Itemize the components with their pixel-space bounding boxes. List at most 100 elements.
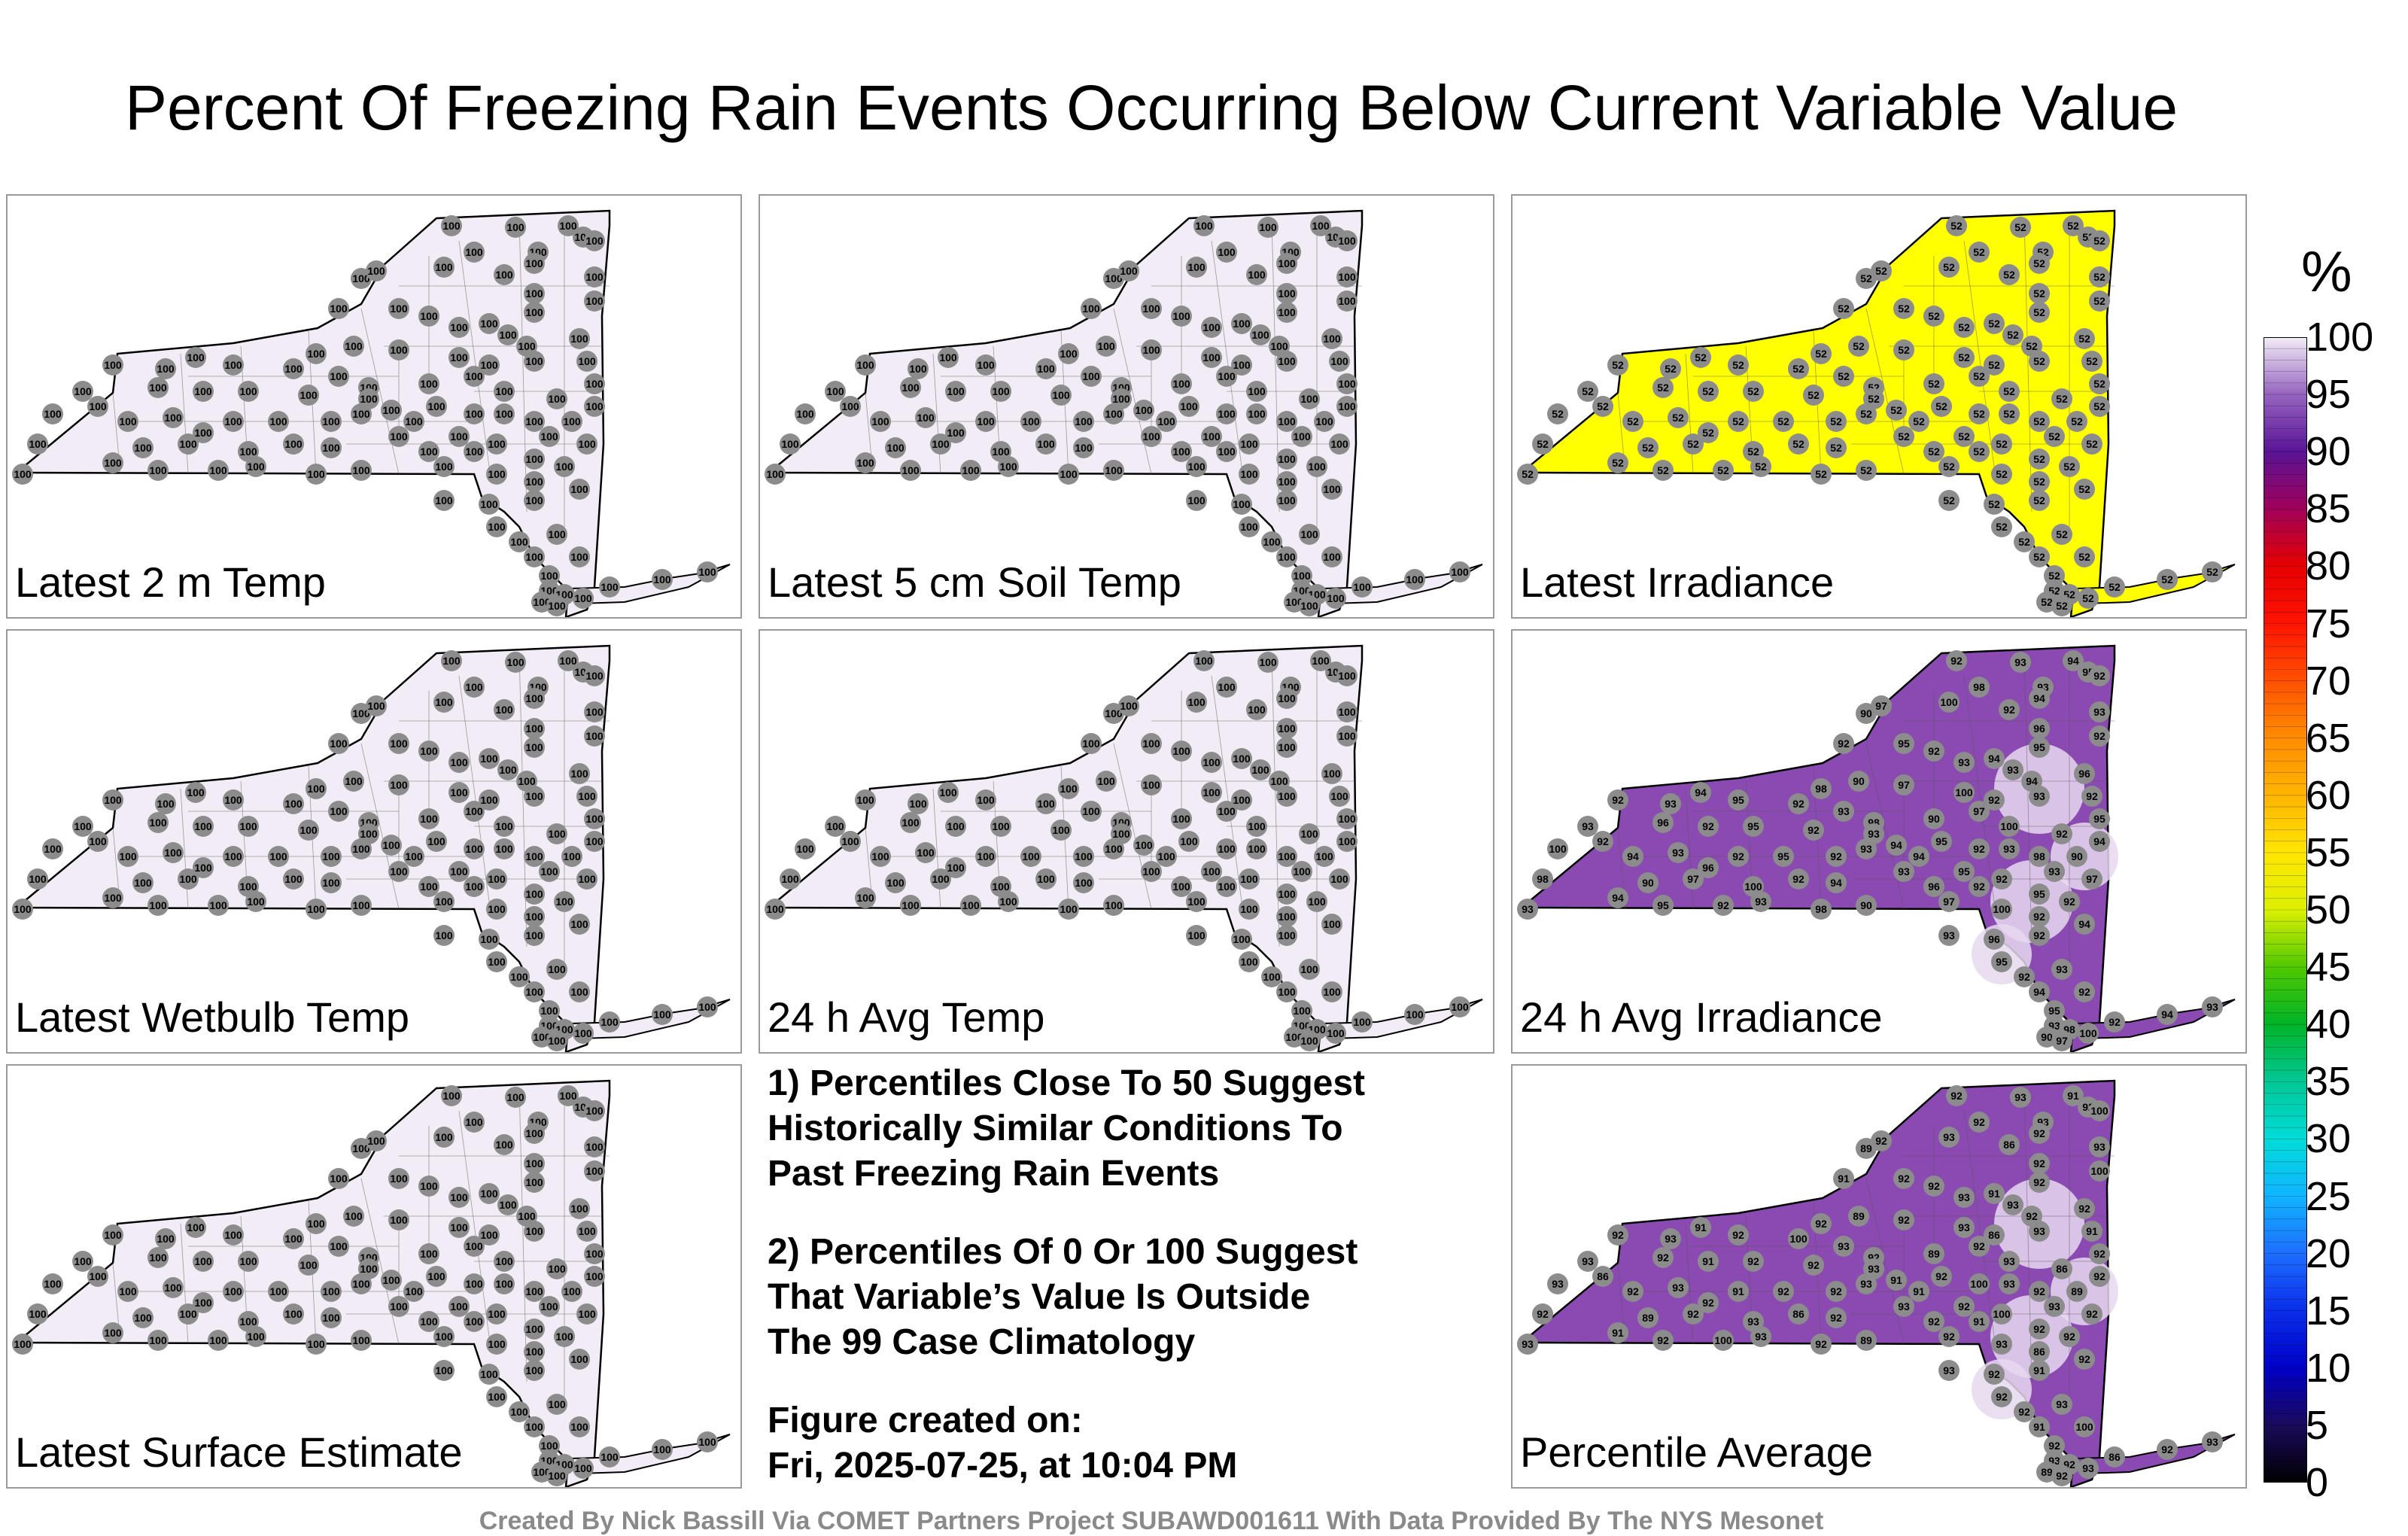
station-value: 100 [2000,820,2018,832]
station-value: 100 [563,415,581,427]
station-value: 100 [1240,521,1258,533]
station-value: 52 [1958,430,1970,443]
station-marker: 100 [546,1394,567,1415]
station-value: 100 [1259,656,1277,668]
station-marker: 100 [1276,688,1297,709]
station-value: 100 [104,1327,122,1339]
station-marker: 100 [554,456,575,477]
station-value: 100 [518,340,536,352]
station-marker: 91 [2029,1416,2050,1437]
station-marker: 100 [1276,471,1297,492]
station-marker: 93 [1668,842,1689,863]
colorbar-tick-label: 40 [2306,1002,2352,1048]
station-marker: 100 [569,479,590,500]
station-value: 100 [1240,438,1258,450]
station-value: 52 [1853,340,1865,352]
station-marker: 100 [546,959,567,980]
station-marker: 100 [1938,692,1960,713]
station-marker: 100 [561,846,582,867]
station-marker: 100 [479,1224,500,1246]
station-value: 100 [1037,363,1055,375]
station-value: 100 [1278,986,1296,998]
station-marker: 100 [524,471,545,492]
colorbar-tick-label: 95 [2306,372,2352,418]
station-marker: 100 [388,1296,409,1317]
county-line [1211,675,1242,902]
station-value: 100 [1789,1233,1808,1245]
station-value: 100 [284,363,303,375]
station-marker: 100 [1325,1023,1346,1044]
station-value: 100 [570,768,588,780]
colorbar-tick-label: 20 [2306,1230,2352,1276]
station-value: 100 [1338,706,1356,718]
station-value: 100 [1323,986,1341,998]
station-value: 100 [992,881,1010,893]
station-value: 94 [1627,850,1639,862]
station-value: 92 [2048,1440,2060,1452]
station-marker: 100 [900,377,921,398]
station-value: 100 [284,1233,303,1245]
station-marker: 100 [464,441,485,462]
station-marker: 91 [1690,1217,1711,1238]
station-value: 100 [405,850,423,862]
station-value: 100 [1451,566,1469,578]
station-marker: 100 [479,748,500,769]
station-value: 100 [284,438,303,450]
station-marker: 100 [448,1217,470,1238]
station-marker: 92 [1803,1255,1824,1276]
station-value: 100 [74,820,92,832]
station-marker: 93 [1893,1296,1914,1317]
station-value: 100 [322,850,340,862]
station-value: 100 [1187,261,1206,273]
station-marker: 100 [584,831,605,852]
station-value: 92 [1973,1116,1985,1128]
station-marker: 100 [479,354,500,376]
station-value: 100 [992,820,1010,832]
panel-label: Percentile Average [1520,1428,1874,1476]
station-value: 100 [1293,865,1311,877]
station-marker: 100 [283,433,304,455]
station-value: 100 [345,340,363,352]
station-marker: 100 [840,396,861,417]
station-value: 93 [2082,1462,2094,1474]
station-marker: 86 [2029,1341,2050,1362]
station-marker: 100 [185,782,206,803]
station-value: 100 [269,850,287,862]
station-marker: 52 [2074,546,2095,567]
station-value: 100 [585,1141,604,1153]
station-value: 100 [555,896,573,908]
station-marker: 91 [2081,1221,2102,1242]
station-value: 100 [224,794,242,806]
station-value: 100 [420,813,438,825]
station-marker: 100 [321,1307,342,1328]
station-value: 100 [548,600,566,612]
station-marker: 100 [524,981,545,1002]
station-marker: 100 [998,456,1019,477]
station-marker: 100 [1073,411,1094,432]
station-marker: 100 [558,215,579,236]
station-marker: 100 [351,460,372,481]
station-value: 100 [390,779,408,791]
station-marker: 100 [1103,838,1124,859]
station-value: 100 [1202,430,1221,443]
station-value: 100 [442,1090,461,1102]
station-value: 100 [104,892,122,904]
station-value: 100 [224,359,242,371]
station-marker: 100 [494,264,515,285]
station-marker: 100 [524,1221,545,1242]
station-marker: 100 [497,1194,518,1215]
station-marker: 52 [2051,595,2072,616]
station-value: 93 [1672,1282,1684,1294]
station-marker: 52 [1938,490,1960,511]
station-marker: 100 [855,887,876,908]
station-value: 100 [360,393,378,405]
station-marker: 92 [1728,846,1749,867]
station-marker: 92 [1652,1247,1674,1268]
station-marker: 92 [2089,1243,2110,1264]
station-marker: 100 [1257,217,1278,238]
station-value: 100 [330,805,348,817]
station-marker: 100 [1231,313,1252,334]
station-value: 100 [1142,865,1160,877]
station-marker: 92 [1532,1303,1553,1325]
